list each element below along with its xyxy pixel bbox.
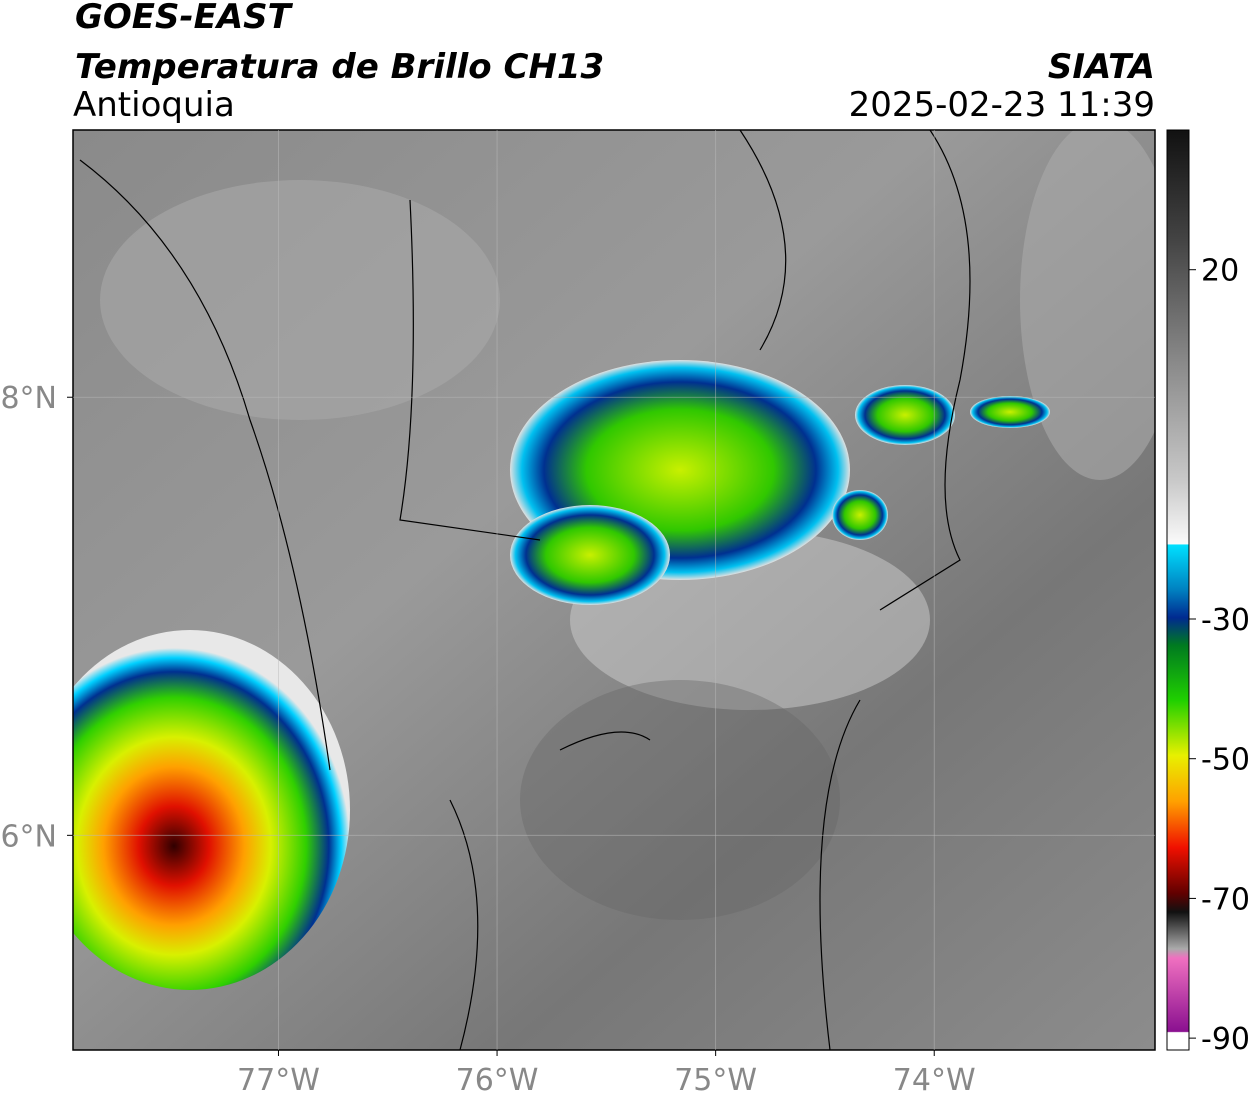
colorbar <box>1166 129 1190 1051</box>
x-tick-label: 74°W <box>893 1063 976 1098</box>
subtitle: Temperatura de Brillo CH13 <box>75 47 604 87</box>
source: SIATA <box>1048 47 1155 87</box>
x-tick-label: 77°W <box>237 1063 320 1098</box>
colorbar-tick-label: -30 <box>1201 603 1250 638</box>
y-tick-label: 6°N <box>0 819 57 854</box>
colorbar-tick-label: -70 <box>1201 882 1250 917</box>
y-tick-label: 8°N <box>0 381 57 416</box>
region: Antioquia <box>73 85 235 125</box>
colorbar-tick-label: -90 <box>1201 1022 1250 1057</box>
timestamp: 2025-02-23 11:39 <box>849 85 1155 125</box>
x-tick-label: 76°W <box>456 1063 539 1098</box>
x-tick-label: 75°W <box>674 1063 757 1098</box>
satellite-image <box>73 130 1155 1050</box>
colorbar-tick-label: -50 <box>1201 743 1250 778</box>
map-frame <box>72 129 1156 1051</box>
title: GOES-EAST <box>75 0 294 37</box>
colorbar-tick-label: 20 <box>1201 254 1239 289</box>
